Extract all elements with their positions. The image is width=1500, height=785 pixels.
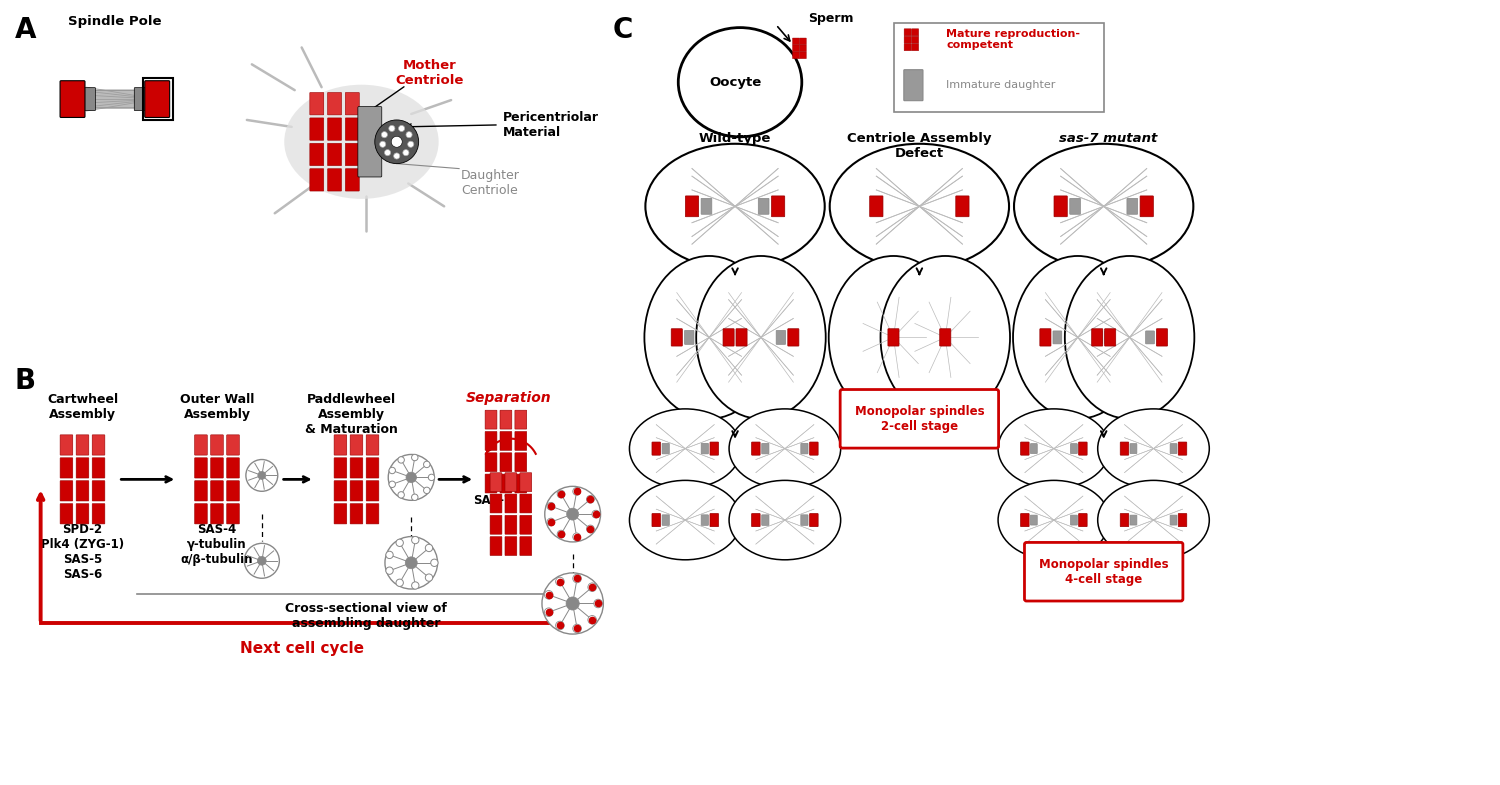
Text: Spindle Pole: Spindle Pole	[68, 15, 160, 27]
FancyBboxPatch shape	[700, 515, 708, 525]
FancyBboxPatch shape	[1070, 199, 1080, 214]
FancyBboxPatch shape	[810, 442, 818, 455]
FancyBboxPatch shape	[1120, 442, 1128, 455]
FancyBboxPatch shape	[514, 474, 526, 493]
FancyBboxPatch shape	[684, 330, 694, 345]
Bar	[142, 78, 172, 120]
FancyBboxPatch shape	[1094, 331, 1102, 344]
FancyBboxPatch shape	[490, 515, 502, 535]
FancyBboxPatch shape	[195, 504, 207, 524]
FancyBboxPatch shape	[700, 444, 708, 454]
FancyBboxPatch shape	[912, 36, 918, 43]
Circle shape	[426, 544, 432, 552]
Ellipse shape	[630, 480, 741, 560]
Text: SPD-2
Plk4 (ZYG-1)
SAS-5
SAS-6: SPD-2 Plk4 (ZYG-1) SAS-5 SAS-6	[40, 523, 125, 581]
FancyBboxPatch shape	[759, 199, 770, 214]
Circle shape	[386, 537, 438, 589]
Circle shape	[586, 525, 594, 533]
Circle shape	[544, 487, 600, 542]
Circle shape	[393, 153, 400, 159]
FancyBboxPatch shape	[226, 435, 240, 455]
Circle shape	[398, 457, 405, 463]
FancyBboxPatch shape	[1024, 542, 1184, 601]
FancyBboxPatch shape	[1106, 331, 1113, 344]
Circle shape	[386, 551, 393, 559]
Circle shape	[573, 487, 580, 495]
FancyBboxPatch shape	[506, 494, 518, 513]
FancyBboxPatch shape	[366, 458, 380, 478]
FancyBboxPatch shape	[327, 118, 342, 141]
Ellipse shape	[1014, 144, 1194, 269]
Circle shape	[411, 494, 419, 501]
FancyBboxPatch shape	[195, 435, 207, 455]
Circle shape	[430, 559, 438, 567]
Circle shape	[405, 557, 417, 569]
Ellipse shape	[696, 256, 825, 419]
Circle shape	[411, 455, 419, 461]
Circle shape	[555, 621, 564, 630]
FancyBboxPatch shape	[904, 29, 910, 36]
FancyBboxPatch shape	[724, 330, 734, 345]
Text: Next cell cycle: Next cell cycle	[240, 641, 363, 656]
FancyBboxPatch shape	[792, 52, 800, 59]
FancyBboxPatch shape	[76, 504, 88, 524]
FancyBboxPatch shape	[1054, 196, 1068, 217]
Ellipse shape	[998, 480, 1110, 560]
FancyBboxPatch shape	[310, 169, 324, 191]
FancyBboxPatch shape	[520, 494, 531, 513]
FancyBboxPatch shape	[350, 458, 363, 478]
FancyBboxPatch shape	[327, 169, 342, 191]
Text: Centriole Assembly
Defect: Centriole Assembly Defect	[847, 132, 992, 160]
FancyBboxPatch shape	[1179, 513, 1186, 527]
FancyBboxPatch shape	[484, 453, 496, 472]
FancyBboxPatch shape	[92, 435, 105, 455]
FancyBboxPatch shape	[484, 411, 496, 429]
Circle shape	[588, 615, 597, 624]
Circle shape	[380, 141, 386, 148]
Circle shape	[588, 583, 597, 591]
Text: Cartwheel
Assembly: Cartwheel Assembly	[46, 393, 118, 421]
Circle shape	[396, 579, 404, 586]
FancyBboxPatch shape	[514, 432, 526, 451]
Ellipse shape	[828, 256, 958, 419]
Circle shape	[258, 557, 266, 565]
FancyBboxPatch shape	[1040, 329, 1052, 346]
FancyBboxPatch shape	[490, 537, 502, 556]
Circle shape	[258, 472, 266, 480]
FancyBboxPatch shape	[210, 458, 224, 478]
FancyBboxPatch shape	[939, 329, 951, 346]
Ellipse shape	[1013, 256, 1143, 419]
FancyBboxPatch shape	[334, 458, 346, 478]
FancyBboxPatch shape	[195, 458, 207, 478]
FancyBboxPatch shape	[366, 504, 380, 524]
Circle shape	[423, 487, 430, 494]
FancyBboxPatch shape	[92, 504, 105, 524]
FancyBboxPatch shape	[60, 480, 74, 501]
FancyBboxPatch shape	[84, 88, 96, 111]
Circle shape	[555, 577, 564, 586]
FancyBboxPatch shape	[350, 435, 363, 455]
FancyBboxPatch shape	[76, 458, 88, 478]
FancyBboxPatch shape	[792, 45, 800, 52]
Circle shape	[566, 597, 579, 610]
FancyBboxPatch shape	[327, 93, 342, 115]
FancyBboxPatch shape	[800, 45, 807, 52]
Ellipse shape	[284, 85, 438, 199]
Circle shape	[404, 150, 410, 155]
FancyBboxPatch shape	[752, 442, 760, 455]
FancyBboxPatch shape	[686, 196, 699, 217]
Text: Outer Wall
Assembly: Outer Wall Assembly	[180, 393, 254, 421]
FancyBboxPatch shape	[1170, 515, 1178, 525]
FancyBboxPatch shape	[327, 144, 342, 166]
FancyBboxPatch shape	[490, 473, 502, 491]
FancyBboxPatch shape	[723, 329, 734, 346]
FancyBboxPatch shape	[334, 504, 346, 524]
FancyBboxPatch shape	[1071, 515, 1077, 525]
Circle shape	[586, 495, 594, 503]
FancyBboxPatch shape	[144, 81, 170, 118]
FancyBboxPatch shape	[92, 458, 105, 478]
FancyBboxPatch shape	[670, 329, 682, 346]
FancyBboxPatch shape	[801, 515, 808, 525]
FancyBboxPatch shape	[776, 330, 786, 345]
FancyBboxPatch shape	[334, 480, 346, 501]
